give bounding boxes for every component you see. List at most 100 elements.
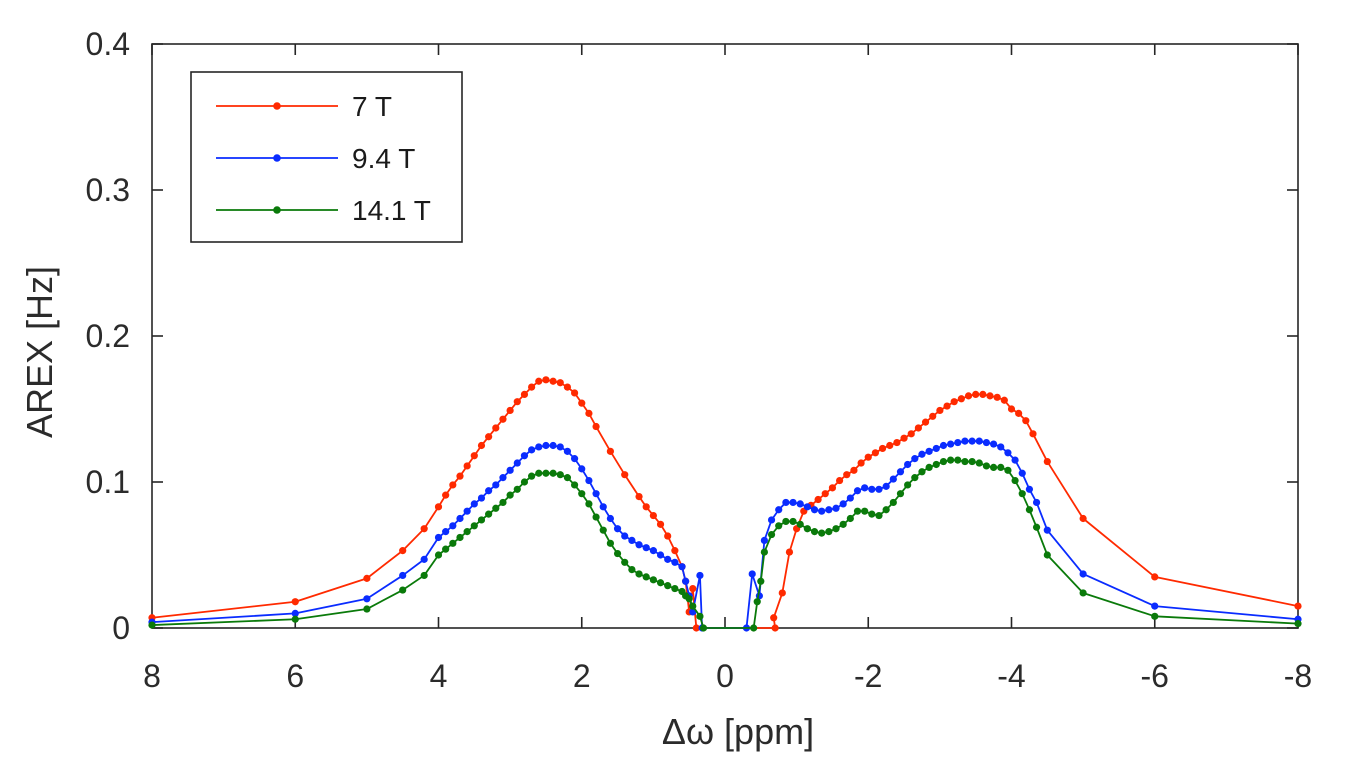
data-point: [477, 516, 486, 524]
data-point: [399, 547, 407, 555]
data-point: [975, 437, 983, 445]
data-point: [499, 415, 507, 423]
legend-label: 9.4 T: [352, 143, 415, 174]
data-point: [606, 514, 615, 523]
data-point: [549, 377, 557, 385]
data-point: [803, 525, 811, 533]
x-axis-ticks: 8 6 4 2 0 -2 -4 -6 -8: [143, 44, 1312, 694]
data-point: [1011, 456, 1019, 464]
data-point: [836, 476, 844, 485]
x-tick-label: 2: [573, 658, 591, 694]
data-point: [750, 624, 758, 632]
data-point: [882, 506, 890, 514]
data-point: [520, 452, 529, 460]
legend-swatch-marker: [273, 206, 281, 214]
data-point: [760, 536, 768, 545]
data-point: [1022, 417, 1030, 425]
data-point: [692, 624, 700, 632]
data-point: [993, 393, 1001, 401]
data-point: [846, 494, 854, 502]
data-point: [904, 460, 912, 469]
data-point: [900, 434, 908, 442]
data-point: [803, 503, 811, 511]
data-point: [656, 579, 665, 587]
x-tick-label: 0: [716, 658, 734, 694]
data-point: [528, 383, 536, 391]
data-point: [449, 481, 457, 489]
data-point: [477, 494, 486, 502]
data-point: [814, 495, 822, 504]
data-point: [853, 507, 862, 515]
data-point: [861, 507, 869, 515]
data-point: [954, 438, 962, 447]
data-point: [979, 390, 987, 398]
data-point: [748, 570, 756, 578]
data-point: [291, 609, 299, 618]
data-point: [886, 441, 894, 450]
data-point: [578, 399, 586, 407]
data-point: [893, 438, 901, 447]
data-point: [1015, 409, 1023, 417]
data-point: [549, 441, 557, 450]
data-point: [1043, 551, 1051, 559]
data-point: [477, 441, 486, 450]
data-point: [535, 443, 543, 451]
data-point: [592, 490, 600, 498]
data-point: [1004, 466, 1012, 474]
data-point: [1151, 612, 1159, 620]
data-point: [947, 456, 955, 464]
data-point: [492, 424, 500, 432]
data-point: [420, 555, 428, 563]
data-point: [997, 463, 1005, 471]
data-point: [932, 460, 940, 469]
data-point: [1018, 469, 1026, 477]
data-point: [975, 459, 983, 467]
data-point: [1079, 589, 1087, 597]
data-point: [911, 455, 919, 463]
data-point: [782, 517, 790, 526]
data-point: [861, 484, 869, 492]
legend-swatch-marker: [273, 102, 281, 110]
legend-label: 14.1 T: [352, 195, 431, 226]
data-point: [850, 466, 858, 474]
data-point: [570, 389, 579, 397]
data-point: [954, 456, 962, 464]
data-point: [918, 468, 926, 476]
data-point: [1000, 396, 1008, 404]
data-point: [563, 447, 572, 455]
data-point: [485, 433, 493, 441]
data-point: [810, 528, 819, 536]
data-point: [889, 498, 897, 507]
data-point: [696, 571, 704, 580]
data-point: [775, 506, 783, 514]
data-point: [696, 612, 704, 620]
data-point: [599, 526, 607, 534]
data-point: [556, 443, 564, 451]
data-point: [925, 463, 933, 471]
data-point: [485, 487, 493, 495]
data-point: [556, 471, 564, 479]
data-point: [585, 500, 593, 508]
data-point: [542, 376, 550, 384]
data-point: [1151, 602, 1159, 610]
data-point: [520, 390, 529, 398]
data-point: [649, 576, 657, 584]
data-point: [656, 551, 665, 559]
data-point: [864, 453, 872, 461]
data-point: [961, 437, 969, 445]
data-point: [513, 459, 521, 467]
legend: 7 T 9.4 T 14.1 T: [190, 71, 463, 243]
data-point: [456, 472, 464, 480]
data-point: [818, 529, 826, 537]
data-point: [929, 412, 937, 420]
data-point: [363, 605, 371, 613]
data-point: [1018, 490, 1026, 498]
data-point: [578, 465, 586, 473]
data-point: [642, 573, 650, 581]
data-point: [832, 504, 840, 512]
data-point: [757, 577, 765, 585]
data-point: [699, 624, 708, 632]
data-point: [1043, 526, 1051, 534]
data-point: [828, 484, 837, 492]
